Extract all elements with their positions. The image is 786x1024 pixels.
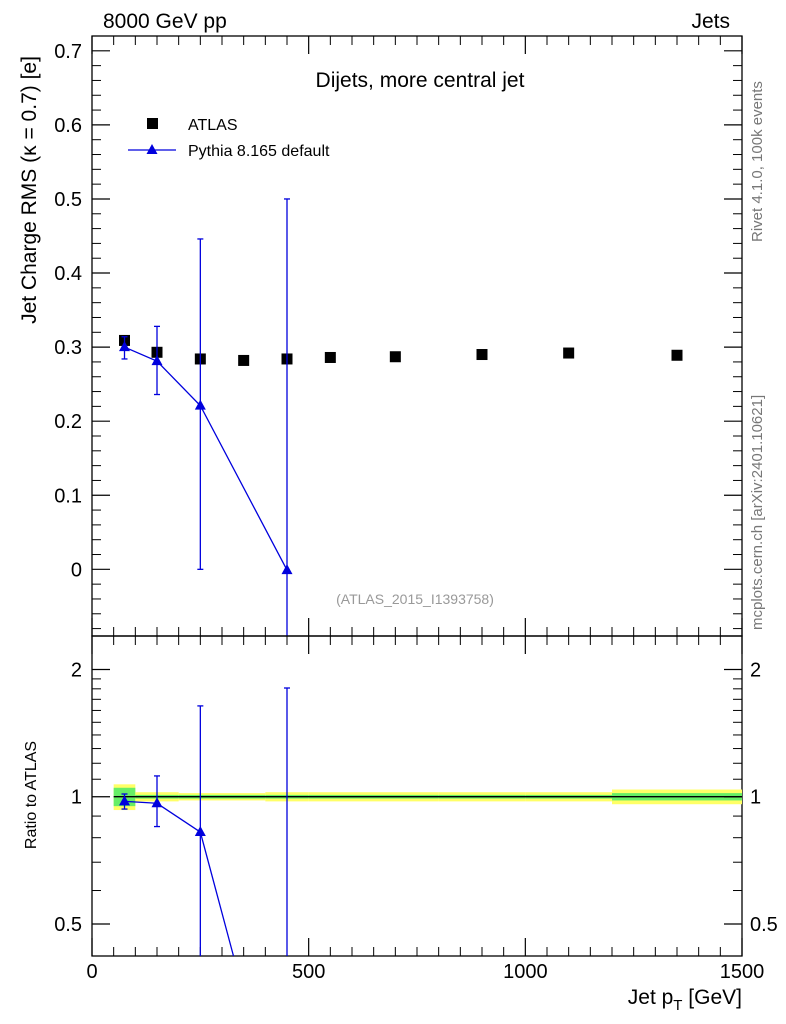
mcplots-label: mcplots.cern.ch [arXiv:2401.10621] <box>749 395 766 630</box>
analysis-tag: (ATLAS_2015_I1393758) <box>336 591 494 607</box>
y-tick-label: 0.7 <box>54 41 82 63</box>
y-tick-label: 0.4 <box>54 263 82 285</box>
ratio-pythia-point <box>119 795 130 806</box>
atlas-data-point <box>671 349 683 361</box>
rivet-label: Rivet 4.1.0, 100k events <box>749 81 766 242</box>
ratio-pythia-line <box>199 831 235 957</box>
atlas-data-point <box>324 351 336 363</box>
ratio-y-tick-label-left: 0.5 <box>54 914 82 936</box>
ratio-y-tick-label-left: 2 <box>71 659 82 681</box>
plot-title: Dijets, more central jet <box>316 69 525 92</box>
legend-pythia-label: Pythia 8.165 default <box>188 143 330 160</box>
y-tick-label: 0.6 <box>54 115 82 137</box>
y-axis-label-ratio: Ratio to ATLAS <box>23 741 40 849</box>
pythia-line <box>124 346 288 571</box>
atlas-data-point <box>476 349 488 361</box>
ratio-y-tick-label-right: 0.5 <box>750 914 778 936</box>
main-plot-area: 0 0.1 0.2 0.3 0.4 0.5 0.6 0.7 Dijets, more cent… <box>18 35 743 637</box>
y-tick-label: 0 <box>71 559 82 581</box>
ratio-plot-area: 0.5 0.5 1 1 2 2 Ratio to ATLAS 0 500 1000 1500 J… <box>23 635 778 1014</box>
pythia-data-point <box>151 355 163 366</box>
atlas-data-point <box>389 351 401 363</box>
ratio-pythia-point <box>151 797 163 808</box>
legend: ATLAS Pythia 8.165 default <box>128 117 330 160</box>
ratio-pythia-line <box>124 800 158 804</box>
x-tick-label: 0 <box>86 961 97 983</box>
x-tick-label: 500 <box>292 961 325 983</box>
pythia-data-point <box>194 399 206 410</box>
y-tick-label: 0.5 <box>54 189 82 211</box>
atlas-data-point <box>563 347 575 359</box>
ratio-y-tick-label-left: 1 <box>71 787 82 809</box>
pythia-data-point <box>119 341 130 352</box>
y-tick-label: 0.1 <box>54 485 82 507</box>
ratio-y-tick-label-right: 2 <box>750 659 761 681</box>
x-axis-label: Jet pT [GeV] <box>628 986 742 1014</box>
legend-pythia-marker <box>146 144 158 154</box>
atlas-data-point <box>238 354 250 366</box>
ratio-y-tick-label-right: 1 <box>750 787 761 809</box>
ratio-pythia-point <box>194 826 206 837</box>
x-tick-label: 1000 <box>503 961 548 983</box>
ratio-pythia-line <box>156 802 201 833</box>
pythia-data-point <box>281 564 293 575</box>
header-left: 8000 GeV pp <box>103 10 227 33</box>
y-axis-label-main: Jet Charge RMS (κ = 0.7) [e] <box>18 56 41 324</box>
x-tick-label: 1500 <box>720 961 765 983</box>
header-right: Jets <box>691 10 730 33</box>
y-tick-label: 0.3 <box>54 337 82 359</box>
y-tick-label: 0.2 <box>54 411 82 433</box>
legend-atlas-marker <box>147 118 158 129</box>
legend-atlas-label: ATLAS <box>188 117 238 134</box>
